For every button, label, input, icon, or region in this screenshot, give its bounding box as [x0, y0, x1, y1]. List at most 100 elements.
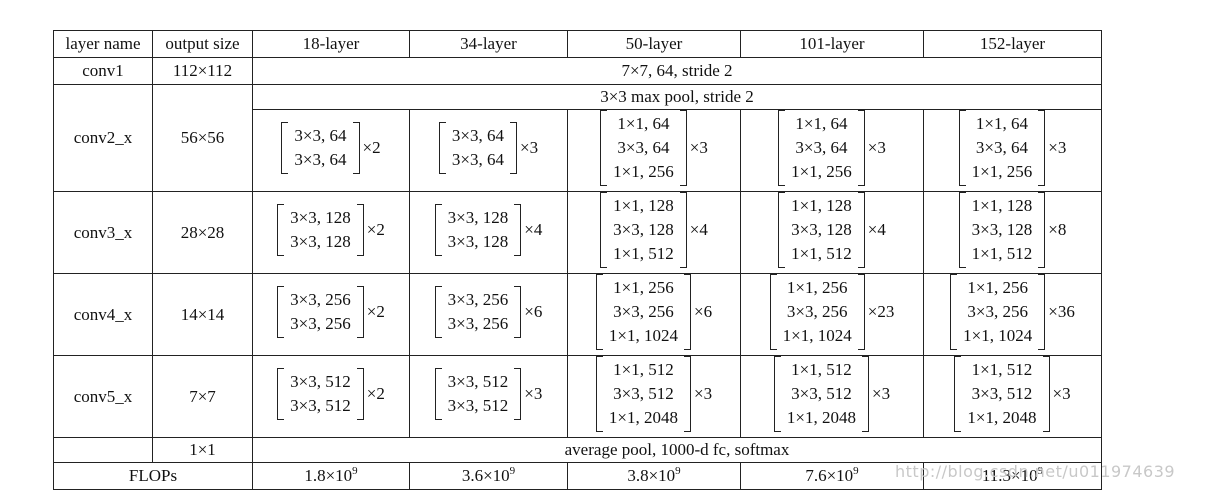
conv-line: 1×1, 256: [786, 278, 848, 297]
block-cell: 1×1, 512 3×3, 512 1×1, 2048 ×3: [923, 355, 1102, 438]
right-bracket: [514, 368, 522, 420]
conv-line: 1×1, 2048: [967, 408, 1037, 427]
block-row: 3×3, 64 3×3, 64 ×2 3×3, 64 3×3, 64 ×3 1×1, 64 3…: [54, 109, 1102, 192]
repeat-count: ×8: [1048, 220, 1067, 239]
block-cell: 3×3, 64 3×3, 64 ×2: [252, 109, 410, 192]
conv-line: 1×1, 128: [613, 196, 674, 215]
block-spec: 3×3, 64 3×3, 64 ×2: [281, 122, 381, 174]
block-cell: 3×3, 128 3×3, 128 ×2: [252, 191, 410, 274]
left-bracket: [281, 122, 289, 174]
block-cell: 1×1, 128 3×3, 128 1×1, 512 ×4: [567, 191, 741, 274]
repeat-count: ×3: [1052, 384, 1071, 403]
conv-lines: 3×3, 256 3×3, 256: [442, 286, 515, 338]
block-cell: 1×1, 128 3×3, 128 1×1, 512 ×4: [740, 191, 924, 274]
bracket-matrix: 3×3, 512 3×3, 512: [434, 368, 522, 420]
bracket-matrix: 3×3, 64 3×3, 64: [281, 122, 360, 174]
conv-line: 3×3, 512: [290, 396, 351, 415]
repeat-count: ×3: [1048, 138, 1067, 157]
conv-line: 1×1, 1024: [963, 326, 1033, 345]
conv-line: 3×3, 64: [451, 126, 504, 145]
block-cell: 1×1, 512 3×3, 512 1×1, 2048 ×3: [567, 355, 741, 438]
bracket-matrix: 3×3, 256 3×3, 256: [277, 286, 364, 338]
right-bracket: [684, 274, 691, 350]
left-bracket: [434, 286, 442, 338]
header-34-layer: 34-layer: [409, 30, 568, 58]
block-spec: 3×3, 256 3×3, 256 ×6: [434, 286, 542, 338]
conv-line: 1×1, 1024: [608, 326, 678, 345]
bracket-matrix: 3×3, 64 3×3, 64: [438, 122, 517, 174]
conv-lines: 3×3, 128 3×3, 128: [442, 204, 515, 256]
repeat-count: ×3: [867, 138, 886, 157]
header-152-layer: 152-layer: [923, 30, 1102, 58]
flops-base: 1.8×10: [304, 466, 353, 485]
repeat-count: ×3: [689, 138, 708, 157]
conv-line: 3×3, 512: [971, 384, 1033, 403]
output-size: 112×112: [152, 57, 253, 85]
repeat-count: ×2: [362, 138, 381, 157]
left-bracket: [954, 356, 962, 432]
block-cell: 1×1, 256 3×3, 256 1×1, 1024 ×6: [567, 273, 741, 356]
bracket-matrix: 1×1, 256 3×3, 256 1×1, 1024: [595, 274, 691, 350]
maxpool-spec: 3×3 max pool, stride 2: [252, 84, 1102, 110]
bracket-matrix: 1×1, 128 3×3, 128 1×1, 512: [778, 192, 865, 268]
conv-line: 1×1, 256: [613, 278, 674, 297]
repeat-count: ×23: [867, 302, 895, 321]
bracket-matrix: 1×1, 256 3×3, 256 1×1, 1024: [769, 274, 865, 350]
block-spec: 3×3, 256 3×3, 256 ×2: [277, 286, 385, 338]
header-101-layer: 101-layer: [740, 30, 924, 58]
flops-value: 3.8×109: [567, 462, 741, 490]
repeat-count: ×6: [694, 302, 713, 321]
flops-value: 1.8×109: [252, 462, 410, 490]
conv-line: 3×3, 256: [447, 314, 509, 333]
conv-line: 1×1, 128: [971, 196, 1033, 215]
conv-line: 1×1, 2048: [608, 408, 678, 427]
block-spec: 3×3, 64 3×3, 64 ×3: [438, 122, 538, 174]
conv-line: 3×3, 256: [967, 302, 1028, 321]
flops-exponent: 9: [675, 465, 681, 477]
conv-line: 1×1, 1024: [782, 326, 852, 345]
flops-exponent: 9: [853, 465, 859, 477]
conv-line: 1×1, 512: [971, 360, 1033, 379]
conv-line: 3×3, 512: [613, 384, 674, 403]
bracket-matrix: 1×1, 256 3×3, 256 1×1, 1024: [950, 274, 1046, 350]
conv-line: 3×3, 64: [617, 138, 670, 157]
conv-line: 3×3, 64: [975, 138, 1028, 157]
right-bracket: [862, 356, 869, 432]
conv-line: 1×1, 64: [975, 114, 1028, 133]
conv-line: 3×3, 128: [290, 208, 351, 227]
conv-line: 1×1, 2048: [786, 408, 856, 427]
block-cell: 3×3, 256 3×3, 256 ×6: [409, 273, 568, 356]
output-size: 1×1: [152, 437, 253, 463]
conv-line: 3×3, 128: [447, 232, 509, 251]
repeat-count: ×2: [366, 220, 385, 239]
conv-line: 1×1, 128: [791, 196, 852, 215]
conv-line: 3×3, 128: [613, 220, 674, 239]
block-cell: 1×1, 64 3×3, 64 1×1, 256 ×3: [740, 109, 924, 192]
conv-line: 3×3, 512: [290, 372, 351, 391]
left-bracket: [434, 368, 442, 420]
right-bracket: [857, 274, 865, 350]
flops-base: 7.6×10: [805, 466, 854, 485]
right-bracket: [1038, 274, 1046, 350]
left-bracket: [277, 204, 285, 256]
flops-row: FLOPs 1.8×109 3.6×109 3.8×109 7.6×109 11.3×1…: [53, 462, 1102, 490]
block-spec: 3×3, 128 3×3, 128 ×4: [434, 204, 542, 256]
left-bracket: [434, 204, 442, 256]
bracket-matrix: 1×1, 64 3×3, 64 1×1, 256: [958, 110, 1046, 186]
block-spec: 1×1, 64 3×3, 64 1×1, 256 ×3: [778, 110, 886, 186]
right-bracket: [679, 110, 687, 186]
conv-line: 1×1, 512: [613, 360, 674, 379]
repeat-count: ×4: [689, 220, 708, 239]
repeat-count: ×2: [366, 384, 385, 403]
block-cell: 1×1, 512 3×3, 512 1×1, 2048 ×3: [740, 355, 924, 438]
right-bracket: [514, 204, 522, 256]
flops-value: 11.3×109: [923, 462, 1102, 490]
conv-lines: 3×3, 64 3×3, 64: [288, 122, 352, 174]
right-bracket: [1038, 110, 1046, 186]
header-row: layer name output size 18-layer 34-layer…: [53, 30, 1102, 58]
final-spec: average pool, 1000-d fc, softmax: [252, 437, 1102, 463]
conv-lines: 1×1, 128 3×3, 128 1×1, 512: [785, 192, 858, 268]
conv-line: 3×3, 256: [786, 302, 848, 321]
conv1-spec: 7×7, 64, stride 2: [252, 57, 1102, 85]
left-bracket: [778, 110, 786, 186]
